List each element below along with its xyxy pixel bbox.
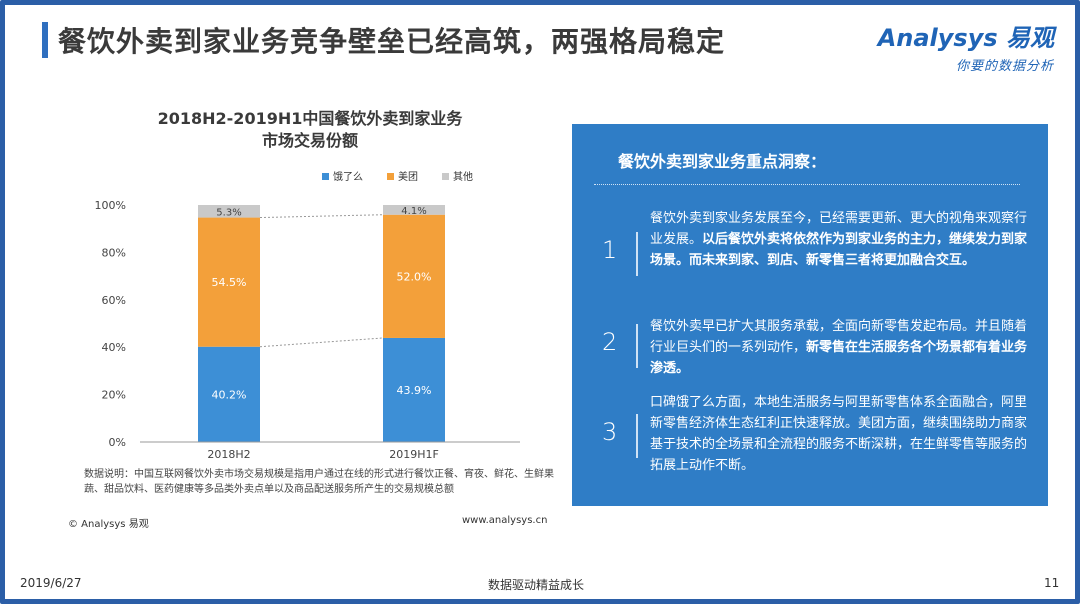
- connector-line: [259, 214, 384, 219]
- title-accent-bar: [42, 22, 48, 58]
- data-note: 数据说明：中国互联网餐饮外卖市场交易规模是指用户通过在线的形式进行餐饮正餐、宵夜…: [84, 469, 554, 495]
- x-tick-label: 2018H2: [207, 448, 250, 460]
- y-tick-label: 40%: [102, 341, 126, 354]
- y-tick-label: 80%: [102, 246, 126, 259]
- chart-legend: 饿了么 美团 其他: [322, 170, 473, 183]
- y-tick-label: 20%: [102, 389, 126, 402]
- bar-segment: [198, 205, 260, 218]
- x-tick-label: 2019H1F: [389, 448, 439, 460]
- legend-swatch: [387, 173, 394, 180]
- chart-title: 2018H2-2019H1中国餐饮外卖到家业务 市场交易份额: [80, 108, 540, 152]
- connector-line: [259, 337, 384, 348]
- insight-number: 2: [602, 328, 618, 356]
- bar-segment: [383, 205, 445, 215]
- insight-bar: [636, 232, 638, 276]
- analysys-logo: Analysys 易观 你要的数据分析: [878, 18, 1054, 74]
- footer-slogan: 数据驱动精益成长: [488, 578, 585, 592]
- bar-segment: [383, 337, 445, 442]
- insight-number: 3: [602, 418, 618, 446]
- legend-swatch: [322, 173, 329, 180]
- data-label: 4.1%: [401, 206, 426, 217]
- data-label: 40.2%: [212, 388, 247, 401]
- insight-text: 餐饮外卖早已扩大其服务承载，全面向新零售发起布局。并且随着行业巨头们的一系列动作…: [650, 316, 1030, 379]
- bar-segment: [383, 214, 445, 338]
- chart-title-line2: 市场交易份额: [261, 131, 358, 150]
- y-tick-label: 60%: [102, 294, 126, 307]
- insight-text-plain: 口碑饿了么方面，本地生活服务与阿里新零售体系全面融合，阿里新零售经济体生态红利正…: [650, 395, 1028, 473]
- insight-bar: [636, 414, 638, 458]
- data-label: 43.9%: [397, 384, 432, 397]
- insight-text-plain: 餐饮外卖到家业务发展至今，已经需要更新、更大的视角来观察行业发展。: [650, 211, 1028, 247]
- data-label: 52.0%: [397, 270, 432, 283]
- chart-title-line1: 2018H2-2019H1中国餐饮外卖到家业务: [157, 109, 463, 128]
- y-axis: 0% 20% 40% 60% 80% 100%: [95, 199, 126, 449]
- insight-panel: 餐饮外卖到家业务重点洞察： 1 餐饮外卖到家业务发展至今，已经需要更新、更大的视…: [572, 124, 1048, 506]
- data-label: 5.3%: [216, 207, 241, 218]
- bars-group: 40.2% 54.5% 5.3% 43.9% 52.0% 4.1%: [198, 205, 445, 442]
- panel-title: 餐饮外卖到家业务重点洞察：: [618, 152, 827, 171]
- insight-text: 餐饮外卖到家业务发展至今，已经需要更新、更大的视角来观察行业发展。以后餐饮外卖将…: [650, 208, 1030, 271]
- footer-date: 2019/6/27: [20, 576, 82, 590]
- y-tick-label: 100%: [95, 199, 126, 212]
- stacked-bar-chart: 饿了么 美团 其他 0% 20% 40% 60% 80% 100% 40.2% 54.5% 5.3…: [95, 170, 520, 460]
- logo-main-text: Analysys 易观: [877, 24, 1054, 52]
- copyright: © Analysys 易观: [68, 519, 149, 530]
- x-axis: 2018H2 2019H1F: [140, 441, 520, 460]
- legend-swatch: [442, 173, 449, 180]
- y-tick-label: 0%: [109, 436, 126, 449]
- logo-sub-text: 你要的数据分析: [955, 59, 1054, 74]
- legend-label: 美团: [398, 170, 418, 183]
- bar-segment: [198, 346, 260, 442]
- website-link[interactable]: www.analysys.cn: [462, 515, 548, 526]
- insight-text: 口碑饿了么方面，本地生活服务与阿里新零售体系全面融合，阿里新零售经济体生态红利正…: [650, 392, 1030, 476]
- page-title: 餐饮外卖到家业务竞争壁垒已经高筑，两强格局稳定: [58, 25, 726, 58]
- data-label: 54.5%: [212, 276, 247, 289]
- insight-text-bold: 新零售在生活服务各个场景都有着业务渗透。: [650, 340, 1028, 376]
- insight-number: 1: [602, 236, 618, 264]
- insight-bar: [636, 324, 638, 368]
- legend-label: 饿了么: [333, 171, 363, 183]
- connector-lines: [259, 214, 384, 348]
- page-number: 11: [1044, 576, 1060, 590]
- insight-text-plain: 餐饮外卖早已扩大其服务承载，全面向新零售发起布局。并且随着行业巨头们的一系列动作…: [650, 319, 1028, 355]
- bar-segment: [198, 217, 260, 347]
- insight-text-bold: 以后餐饮外卖将依然作为到家业务的主力，继续发力到家场景。而未来到家、到店、新零售…: [650, 232, 1028, 268]
- panel-divider: [594, 184, 1020, 185]
- legend-label: 其他: [453, 170, 473, 183]
